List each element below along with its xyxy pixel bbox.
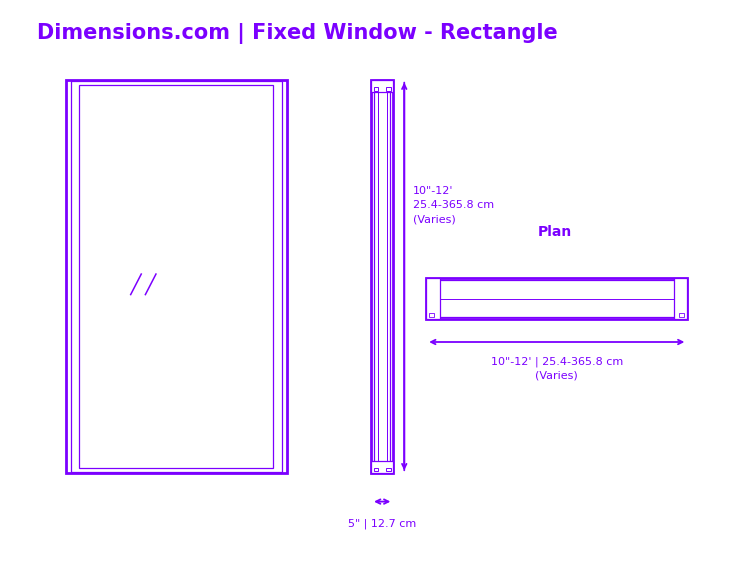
Bar [432, 280, 681, 317]
Bar [66, 80, 287, 473]
Bar [71, 82, 282, 471]
Bar [373, 87, 378, 91]
Bar [387, 468, 391, 471]
Bar [373, 468, 378, 471]
Bar [371, 80, 393, 92]
Text: 5" | 12.7 cm: 5" | 12.7 cm [348, 519, 416, 529]
Bar [371, 80, 393, 473]
Bar [429, 313, 434, 317]
Bar [371, 461, 393, 473]
Bar [426, 278, 440, 319]
Bar [426, 278, 687, 319]
Text: 10"-12'
25.4-365.8 cm
(Varies): 10"-12' 25.4-365.8 cm (Varies) [413, 186, 494, 224]
Bar [374, 80, 390, 473]
Bar [378, 81, 387, 472]
Bar [674, 278, 687, 319]
Text: Plan: Plan [538, 225, 572, 239]
Bar [79, 85, 273, 468]
Bar [679, 313, 684, 317]
Text: Dimensions.com | Fixed Window - Rectangle: Dimensions.com | Fixed Window - Rectangl… [37, 23, 558, 44]
Bar [387, 87, 391, 91]
Text: 10"-12' | 25.4-365.8 cm
(Varies): 10"-12' | 25.4-365.8 cm (Varies) [491, 356, 623, 381]
